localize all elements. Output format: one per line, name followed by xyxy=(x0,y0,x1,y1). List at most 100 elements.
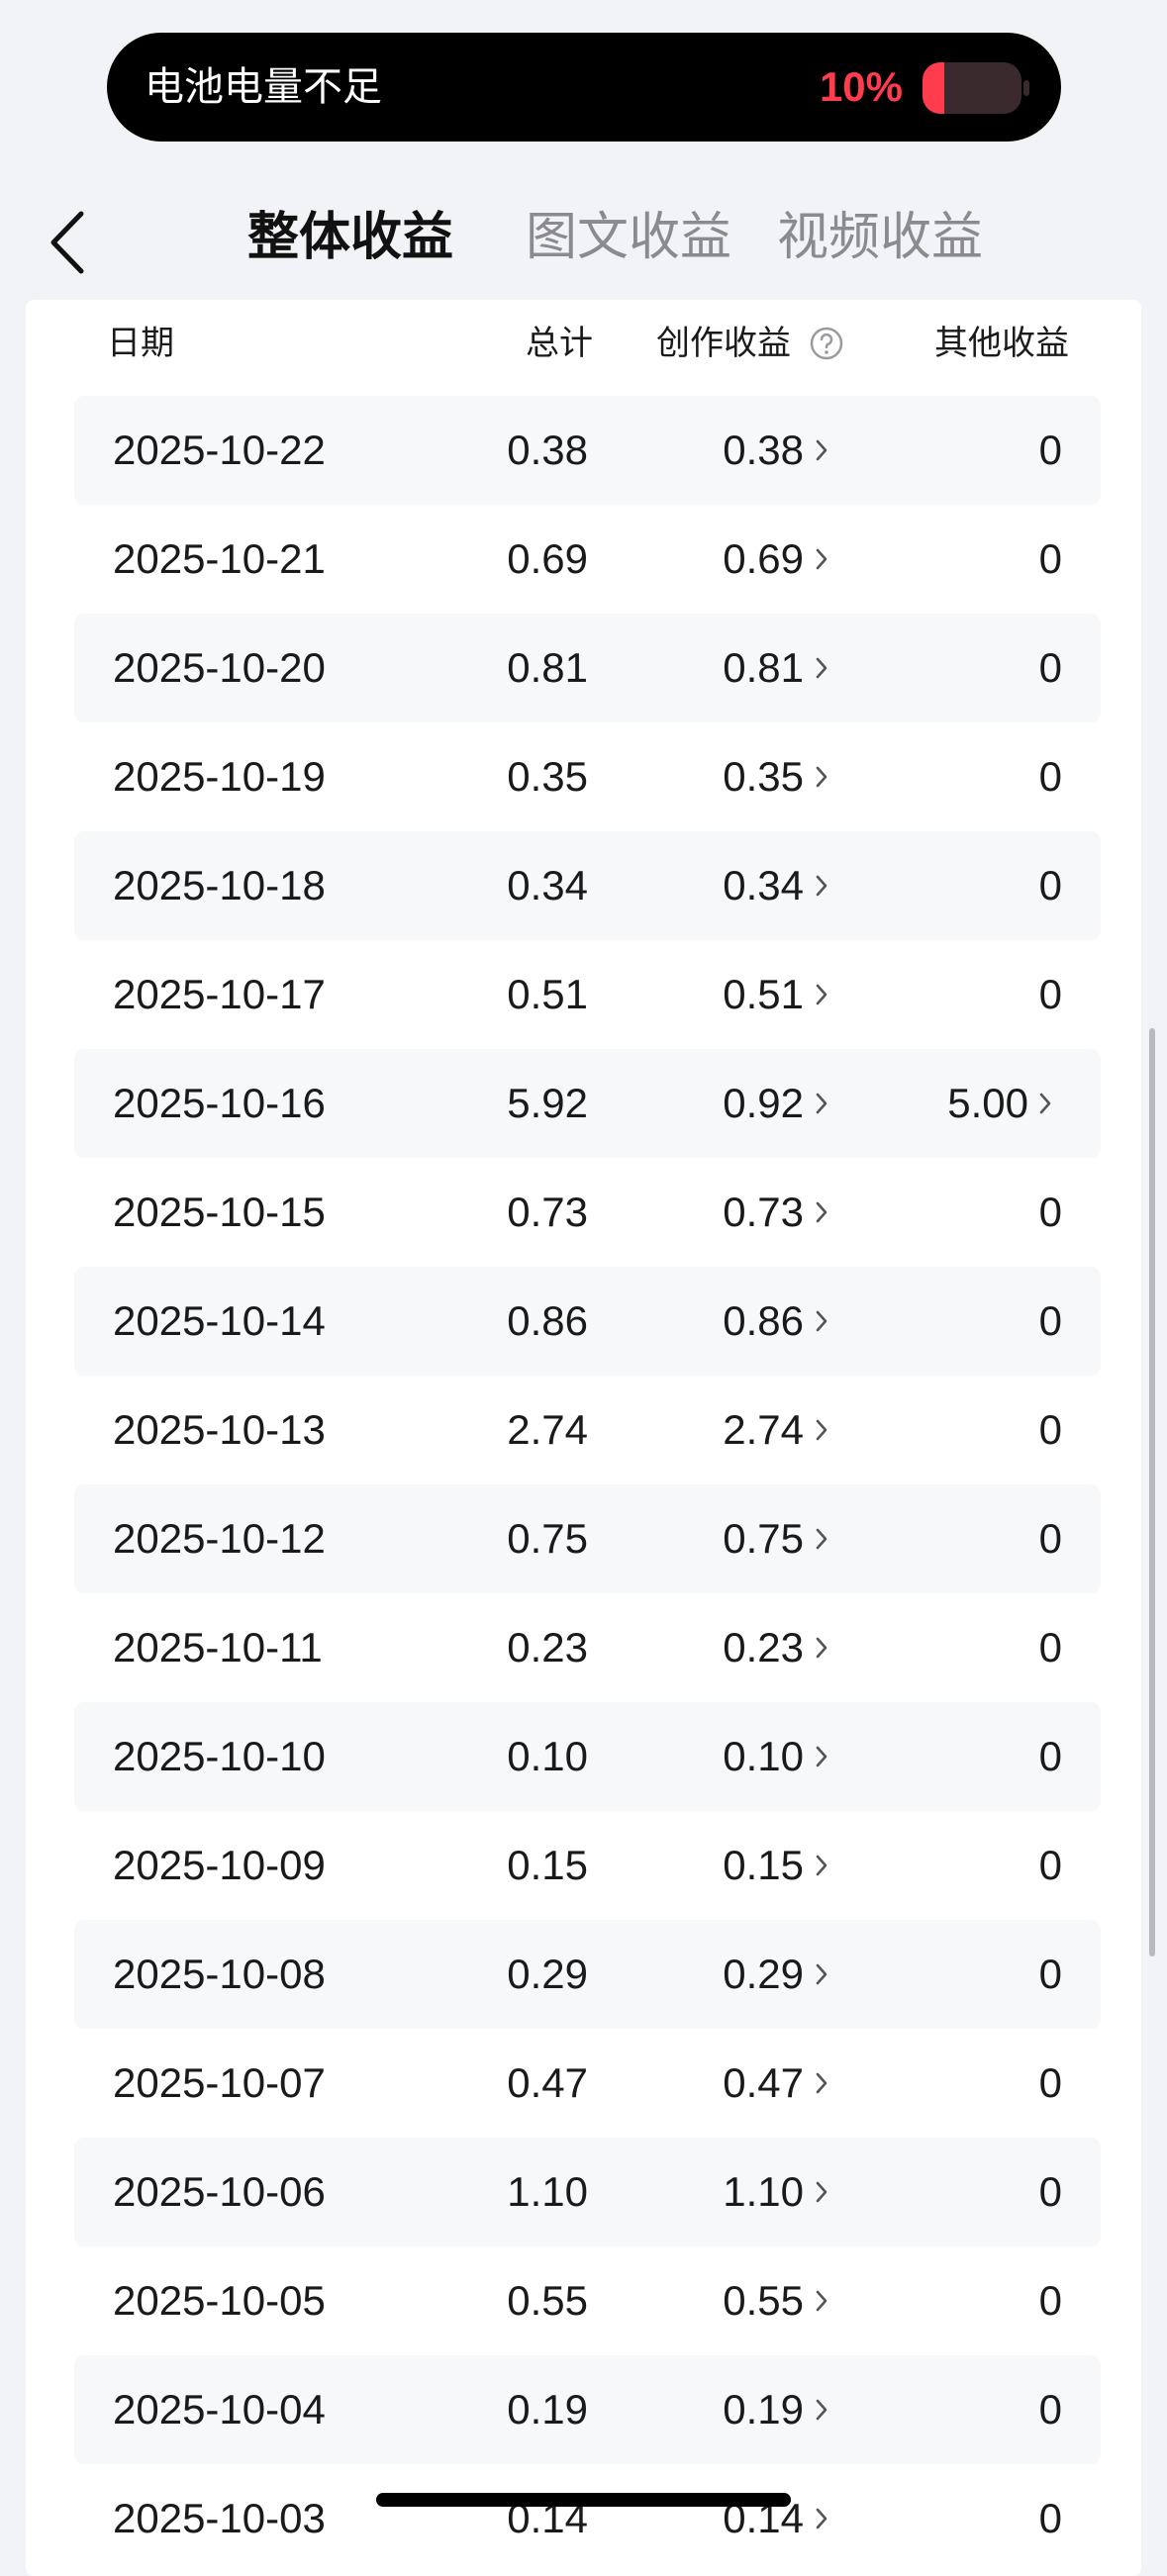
total-cell: 0.81 xyxy=(507,644,588,691)
creative-cell[interactable]: 0.75 xyxy=(723,1515,804,1562)
date-cell: 2025-10-06 xyxy=(113,2168,326,2215)
date-cell: 2025-10-17 xyxy=(113,971,326,1017)
creative-cell[interactable]: 0.55 xyxy=(723,2277,804,2324)
date-cell: 2025-10-12 xyxy=(113,1515,326,1562)
total-cell: 0.75 xyxy=(507,1515,588,1562)
date-cell: 2025-10-13 xyxy=(113,1406,326,1453)
other-cell: 0 xyxy=(1038,753,1062,800)
total-cell: 2.74 xyxy=(507,1406,588,1453)
other-cell: 0 xyxy=(1038,1189,1062,1235)
other-cell[interactable]: 5.00 xyxy=(947,1080,1028,1126)
chevron xyxy=(816,875,827,897)
date-cell: 2025-10-15 xyxy=(113,1189,326,1235)
other-cell: 0 xyxy=(1038,2386,1062,2433)
table-row: 2025-10-19 0.35 0.35 0 xyxy=(74,722,1101,831)
creative-cell[interactable]: 0.34 xyxy=(723,862,804,908)
creative-cell[interactable]: 0.19 xyxy=(723,2386,804,2433)
creative-cell[interactable]: 0.69 xyxy=(723,535,804,582)
tab[interactable]: 图文收益 xyxy=(526,209,732,266)
other-cell: 0 xyxy=(1038,1297,1062,1344)
creative-cell[interactable]: 1.10 xyxy=(723,2168,804,2215)
chevron xyxy=(816,1201,827,1223)
table-row: 2025-10-05 0.55 0.55 0 xyxy=(74,2246,1101,2355)
table-row: 2025-10-11 0.23 0.23 0 xyxy=(74,1593,1101,1702)
other-cell: 0 xyxy=(1038,2495,1062,2541)
chevron xyxy=(816,1310,827,1332)
date-cell: 2025-10-19 xyxy=(113,753,326,800)
other-cell: 0 xyxy=(1038,1515,1062,1562)
total-cell: 5.92 xyxy=(507,1080,588,1126)
total-cell: 0.29 xyxy=(507,1951,588,1997)
date-cell: 2025-10-20 xyxy=(113,644,326,691)
chevron xyxy=(816,2181,827,2203)
creative-cell[interactable]: 0.23 xyxy=(723,1624,804,1670)
chevron xyxy=(816,766,827,788)
column-header: 创作收益 xyxy=(656,325,791,362)
battery-percent: 10% xyxy=(819,63,903,110)
table-row: 2025-10-08 0.29 0.29 0 xyxy=(74,1920,1101,2029)
total-cell: 0.19 xyxy=(507,2386,588,2433)
total-cell: 0.35 xyxy=(507,753,588,800)
date-cell: 2025-10-18 xyxy=(113,862,326,908)
home-indicator xyxy=(376,2493,791,2507)
other-cell: 0 xyxy=(1038,1951,1062,1997)
creative-cell[interactable]: 0.35 xyxy=(723,753,804,800)
total-cell: 0.51 xyxy=(507,971,588,1017)
creative-cell[interactable]: 0.29 xyxy=(723,1951,804,1997)
chevron xyxy=(816,2399,827,2421)
date-cell: 2025-10-09 xyxy=(113,1842,326,1888)
battery-message: 电池电量不足 xyxy=(145,65,382,109)
back-button[interactable] xyxy=(48,210,87,275)
creative-cell[interactable]: 0.92 xyxy=(723,1080,804,1126)
chevron xyxy=(1039,1093,1051,1114)
creative-cell[interactable]: 0.51 xyxy=(723,971,804,1017)
creative-cell[interactable]: 0.15 xyxy=(723,1842,804,1888)
creative-cell[interactable]: 0.73 xyxy=(723,1189,804,1235)
date-cell: 2025-10-08 xyxy=(113,1951,326,1997)
other-cell: 0 xyxy=(1038,535,1062,582)
date-cell: 2025-10-04 xyxy=(113,2386,326,2433)
chevron xyxy=(816,657,827,679)
chevron xyxy=(816,1746,827,1767)
total-cell: 0.73 xyxy=(507,1189,588,1235)
date-cell: 2025-10-11 xyxy=(113,1624,323,1670)
creative-cell[interactable]: 0.14 xyxy=(723,2495,804,2541)
table-row: 2025-10-21 0.69 0.69 0 xyxy=(74,505,1101,614)
chevron xyxy=(816,1963,827,1985)
total-cell: 0.10 xyxy=(507,1733,588,1779)
creative-cell[interactable]: 0.38 xyxy=(723,427,804,473)
column-header: 总计 xyxy=(526,325,593,362)
date-cell: 2025-10-07 xyxy=(113,2059,326,2106)
creative-cell[interactable]: 0.86 xyxy=(723,1297,804,1344)
other-cell: 0 xyxy=(1038,1733,1062,1779)
creative-cell[interactable]: 2.74 xyxy=(723,1406,804,1453)
other-cell: 0 xyxy=(1038,2277,1062,2324)
other-cell: 0 xyxy=(1038,971,1062,1017)
column-header: 其他收益 xyxy=(934,325,1069,362)
chevron xyxy=(816,2072,827,2094)
other-cell: 0 xyxy=(1038,862,1062,908)
total-cell: 0.15 xyxy=(507,1842,588,1888)
total-cell: 0.86 xyxy=(507,1297,588,1344)
total-cell: 0.34 xyxy=(507,862,588,908)
other-cell: 0 xyxy=(1038,1406,1062,1453)
date-cell: 2025-10-21 xyxy=(113,535,326,582)
total-cell: 0.14 xyxy=(507,2495,588,2541)
other-cell: 0 xyxy=(1038,2059,1062,2106)
chevron xyxy=(816,1093,827,1114)
date-cell: 2025-10-03 xyxy=(113,2495,326,2541)
battery-alert: 电池电量不足 10% xyxy=(107,33,1061,142)
tab[interactable]: 整体收益 xyxy=(247,209,454,266)
table-row: 2025-10-10 0.10 0.10 0 xyxy=(74,1702,1101,1811)
total-cell: 0.23 xyxy=(507,1624,588,1670)
help-icon[interactable] xyxy=(810,327,843,360)
table-row: 2025-10-22 0.38 0.38 0 xyxy=(74,396,1101,505)
total-cell: 0.55 xyxy=(507,2277,588,2324)
creative-cell[interactable]: 0.10 xyxy=(723,1733,804,1779)
creative-cell[interactable]: 0.81 xyxy=(723,644,804,691)
column-header: 日期 xyxy=(107,325,174,362)
date-cell: 2025-10-14 xyxy=(113,1297,326,1344)
tab[interactable]: 视频收益 xyxy=(777,209,984,266)
creative-cell[interactable]: 0.47 xyxy=(723,2059,804,2106)
